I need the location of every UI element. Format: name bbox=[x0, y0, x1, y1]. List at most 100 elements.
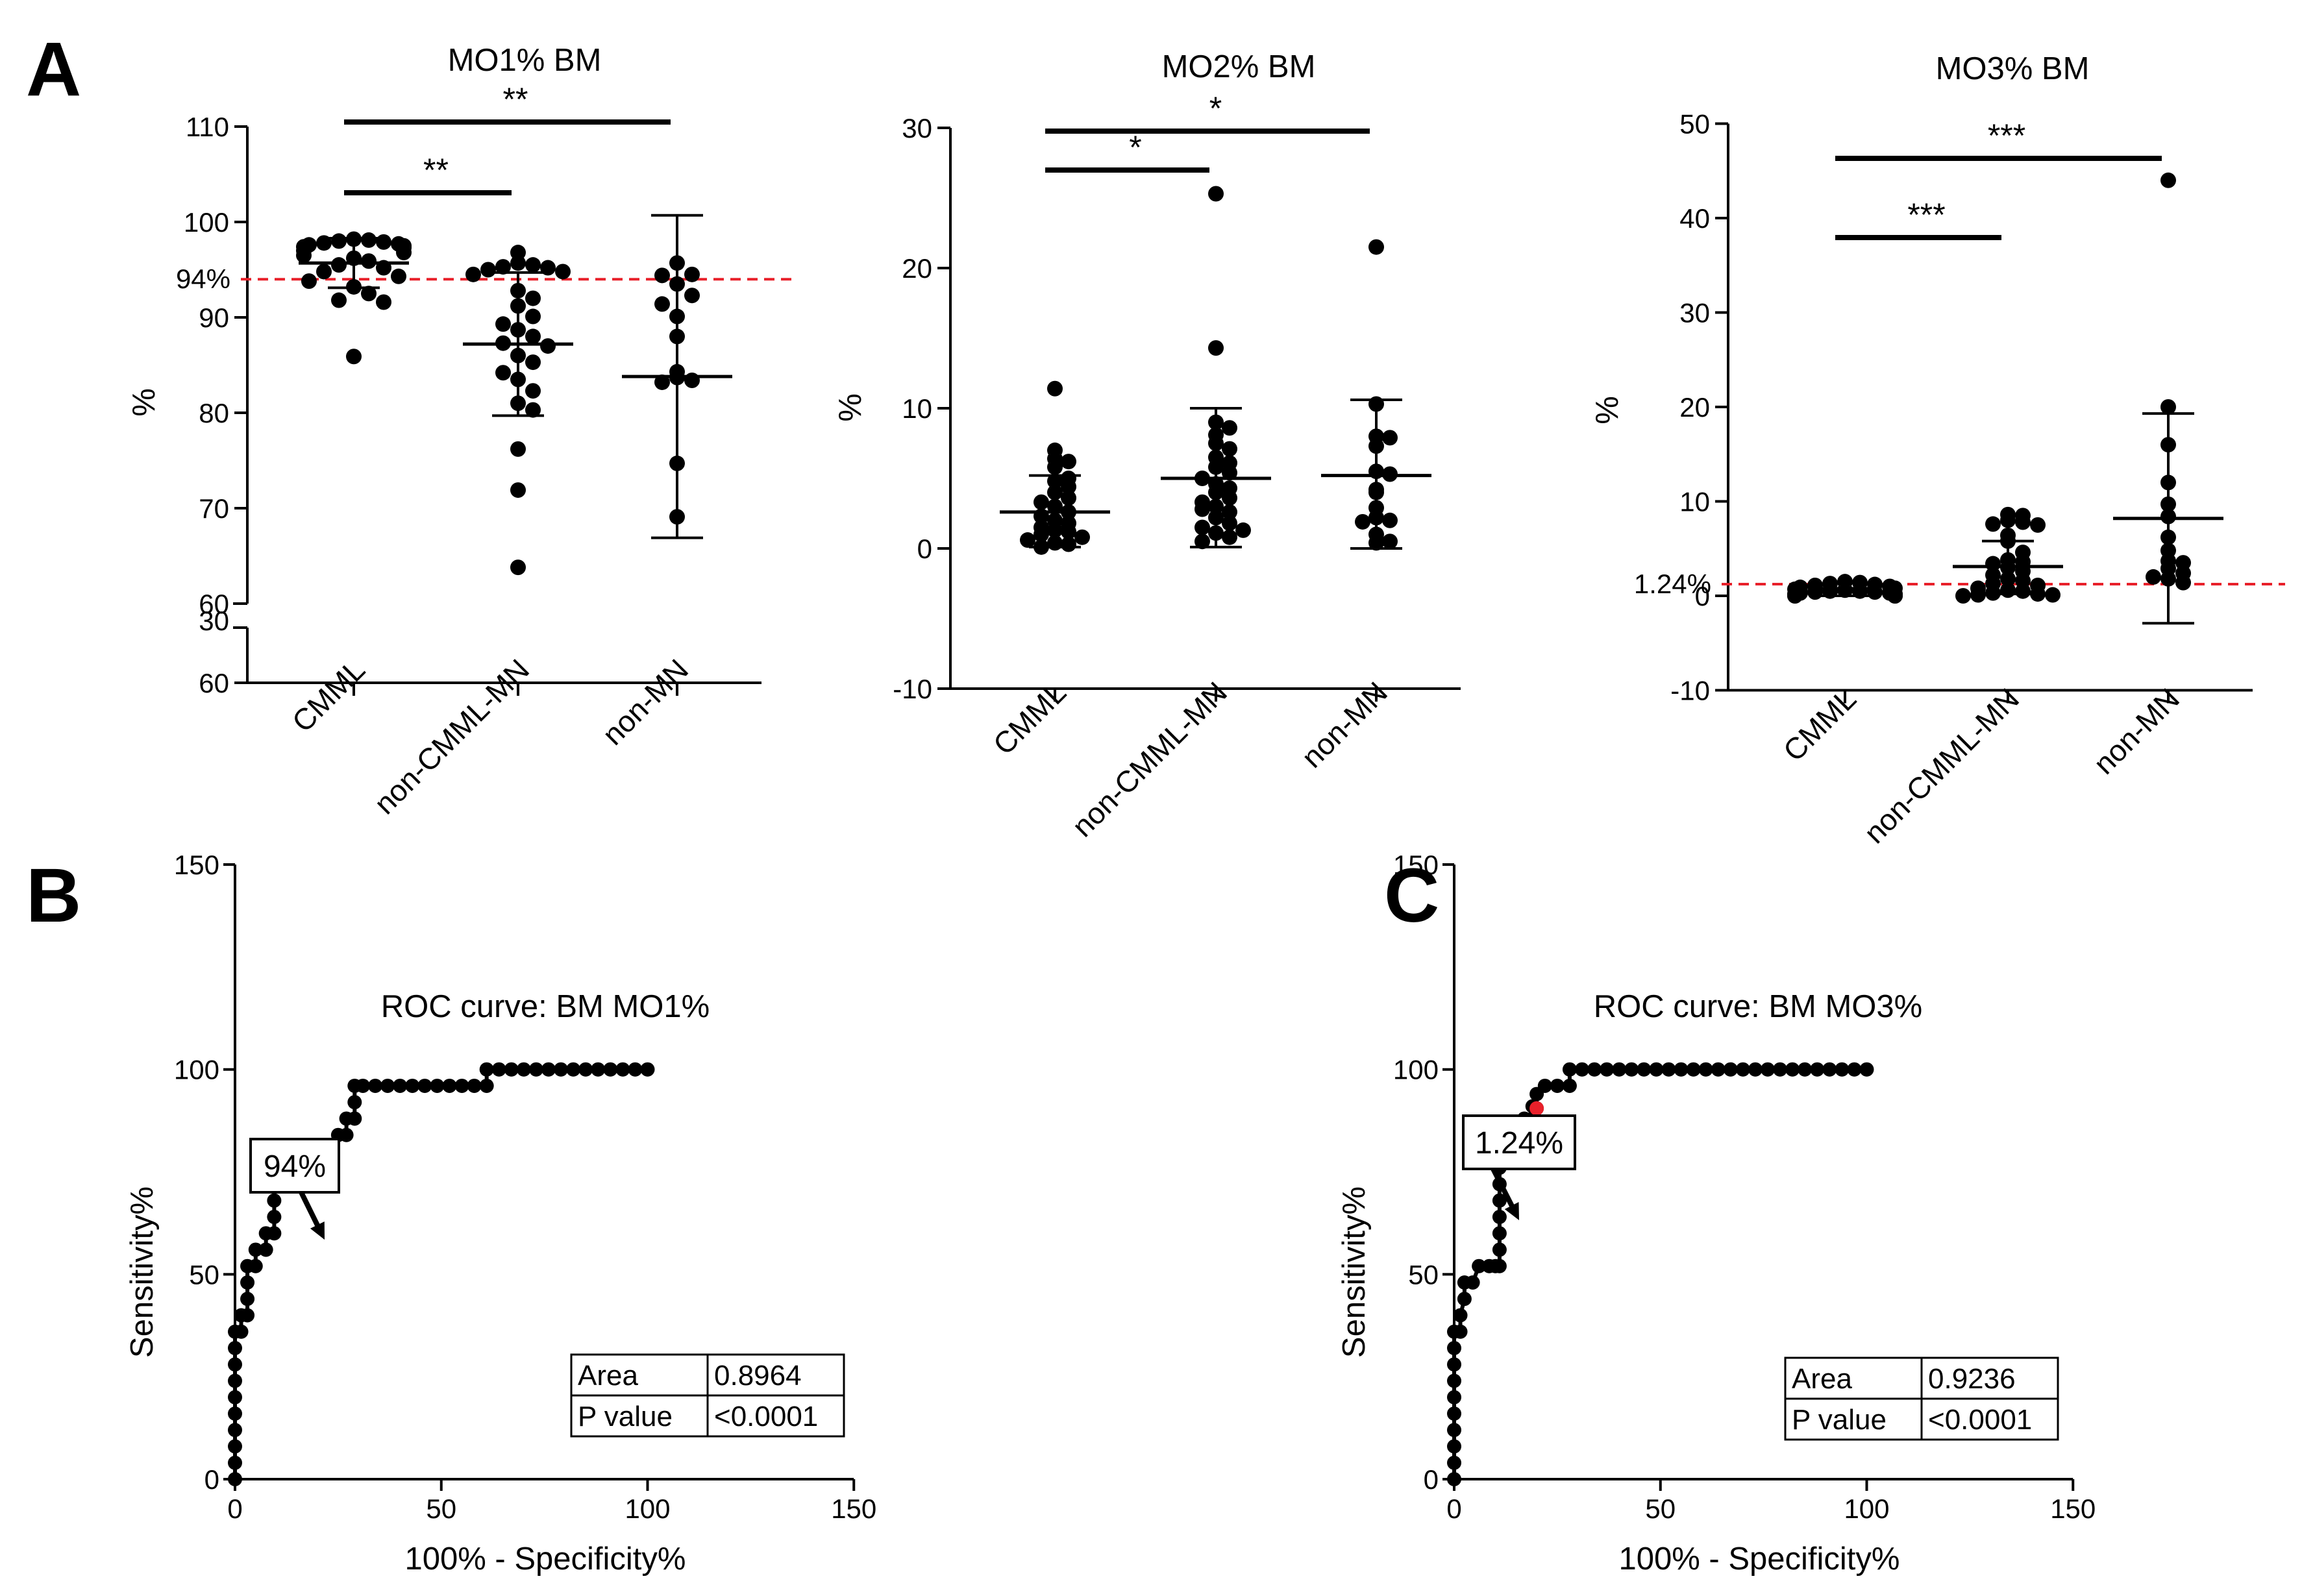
data-point bbox=[2030, 586, 2046, 602]
data-point bbox=[361, 286, 377, 302]
data-point bbox=[2160, 399, 2176, 415]
data-point bbox=[654, 296, 670, 312]
data-point bbox=[525, 383, 541, 399]
x-tick-label: 150 bbox=[2050, 1493, 2096, 1524]
data-point bbox=[525, 308, 541, 325]
data-point bbox=[1061, 524, 1076, 540]
data-point bbox=[1235, 522, 1251, 538]
callout-box: 94% bbox=[249, 1138, 340, 1194]
data-point bbox=[368, 1078, 383, 1093]
data-point bbox=[258, 1242, 273, 1257]
data-point bbox=[380, 1078, 395, 1093]
x-tick-label: 0 bbox=[227, 1493, 242, 1524]
data-point bbox=[1492, 1209, 1507, 1224]
data-point bbox=[1686, 1062, 1701, 1077]
data-point bbox=[1492, 1242, 1507, 1257]
data-point bbox=[640, 1062, 655, 1077]
data-point bbox=[1194, 501, 1210, 517]
significance-label: * bbox=[1209, 90, 1222, 127]
table-cell: Area bbox=[1792, 1363, 1852, 1395]
stats-table: Area 0.9236 P value <0.0001 bbox=[1784, 1357, 2059, 1441]
data-point bbox=[2030, 517, 2046, 533]
significance-label: ** bbox=[423, 152, 449, 188]
data-point bbox=[228, 1357, 242, 1372]
y-tick-label: 20 bbox=[1679, 392, 1710, 423]
y-tick-label: 150 bbox=[1393, 850, 1439, 880]
data-point bbox=[331, 257, 347, 273]
data-point bbox=[566, 1062, 581, 1077]
data-point bbox=[240, 1308, 255, 1323]
data-point bbox=[1453, 1324, 1468, 1339]
callout-label: 1.24% bbox=[1475, 1126, 1563, 1160]
data-point bbox=[1033, 494, 1049, 510]
data-point bbox=[1453, 1308, 1468, 1323]
data-point bbox=[1047, 459, 1063, 475]
x-tick-label: 100 bbox=[625, 1493, 670, 1524]
data-point bbox=[504, 1062, 519, 1077]
data-point bbox=[376, 294, 391, 310]
chart-title: MO2% BM bbox=[1162, 49, 1316, 84]
data-point bbox=[1575, 1062, 1590, 1077]
data-point bbox=[1985, 516, 2001, 532]
data-point bbox=[528, 1062, 543, 1077]
x-tick-label: 50 bbox=[1645, 1493, 1676, 1524]
data-point bbox=[1222, 465, 1237, 481]
chart-title: MO3% BM bbox=[1936, 51, 2090, 86]
data-point bbox=[417, 1078, 432, 1093]
data-point bbox=[267, 1193, 282, 1208]
data-point bbox=[2146, 569, 2161, 585]
y-tick-label: 10 bbox=[1679, 487, 1710, 517]
data-point bbox=[2015, 514, 2031, 530]
data-point bbox=[479, 1078, 494, 1093]
data-point bbox=[1859, 1062, 1874, 1077]
y-tick-label: 70 bbox=[199, 493, 229, 524]
x-tick-label: non-CMML-MN bbox=[1857, 681, 2025, 850]
data-point bbox=[1222, 504, 1237, 520]
data-point bbox=[1612, 1062, 1627, 1077]
data-point bbox=[1208, 340, 1224, 356]
data-point bbox=[654, 267, 670, 284]
data-point bbox=[1020, 532, 1035, 548]
table-cell: P value bbox=[578, 1401, 673, 1432]
y-tick-label: 0 bbox=[1695, 581, 1710, 611]
data-point bbox=[684, 373, 700, 389]
data-point bbox=[396, 245, 412, 261]
y-tick-label: 30 bbox=[902, 113, 932, 143]
cutoff-label: 1.24% bbox=[1634, 569, 1711, 599]
x-tick-label: non-CMML-MN bbox=[1065, 675, 1233, 843]
data-point bbox=[1661, 1062, 1676, 1077]
data-point bbox=[510, 559, 526, 576]
data-point bbox=[1222, 441, 1237, 457]
data-point bbox=[361, 232, 377, 248]
callout-arrow bbox=[1491, 1168, 1518, 1214]
roc-chart-mo3: ROC curve: BM MO3% 100% - Specificity% S… bbox=[1337, 850, 2096, 1577]
data-point bbox=[346, 349, 362, 365]
x-tick-label: CMML bbox=[286, 652, 372, 739]
data-point bbox=[510, 482, 526, 498]
y-tick-label: 50 bbox=[1679, 109, 1710, 140]
data-point bbox=[1457, 1292, 1472, 1307]
data-point bbox=[228, 1406, 242, 1421]
data-point bbox=[2015, 583, 2031, 599]
y-tick-label: 100 bbox=[174, 1055, 219, 1085]
y-tick-label: 100 bbox=[184, 207, 229, 238]
cutoff-point bbox=[1529, 1101, 1544, 1116]
y-axis-label: % bbox=[1590, 396, 1625, 424]
data-point bbox=[1773, 1062, 1788, 1077]
panel-label-c: C bbox=[1384, 853, 1439, 939]
y-axis-label: Sensitivity% bbox=[125, 1186, 160, 1358]
data-point bbox=[228, 1472, 242, 1486]
data-point bbox=[1955, 588, 1971, 604]
x-tick-label: non-MN bbox=[2087, 681, 2186, 780]
data-point bbox=[1785, 1062, 1800, 1077]
data-point bbox=[1222, 515, 1237, 532]
data-point bbox=[628, 1062, 643, 1077]
data-point bbox=[1194, 519, 1210, 535]
data-point bbox=[240, 1292, 255, 1307]
data-point bbox=[495, 316, 511, 332]
